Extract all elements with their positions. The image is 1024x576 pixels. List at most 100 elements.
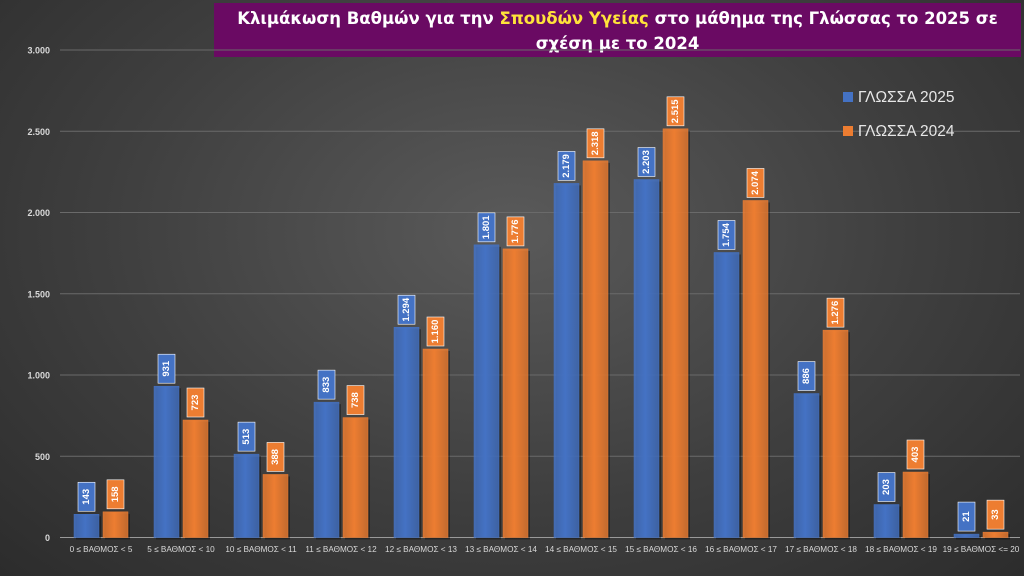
x-tick-label: 15 ≤ ΒΑΘΜΟΣ < 16 bbox=[625, 545, 697, 554]
x-tick-label: 0 ≤ ΒΑΘΜΟΣ < 5 bbox=[70, 545, 133, 554]
data-label: 886 bbox=[801, 368, 812, 384]
bar bbox=[793, 393, 820, 538]
bar bbox=[502, 248, 529, 538]
bar bbox=[393, 326, 420, 538]
data-label: 2.515 bbox=[670, 99, 681, 123]
bar bbox=[662, 128, 689, 538]
bar bbox=[873, 504, 900, 538]
data-label: 21 bbox=[961, 511, 972, 522]
data-label: 2.318 bbox=[590, 131, 601, 155]
x-tick-label: 17 ≤ ΒΑΘΜΟΣ < 18 bbox=[785, 545, 857, 554]
bar bbox=[313, 401, 340, 538]
data-label-box bbox=[186, 387, 205, 418]
bar bbox=[553, 183, 580, 538]
data-label: 2.074 bbox=[750, 170, 761, 194]
bar bbox=[982, 531, 1009, 538]
data-label-box bbox=[346, 385, 365, 415]
data-label-box bbox=[157, 353, 176, 384]
data-label: 1.801 bbox=[481, 215, 492, 239]
data-label: 513 bbox=[241, 429, 252, 445]
data-label-box bbox=[717, 220, 736, 250]
bar bbox=[342, 417, 369, 538]
data-label-box bbox=[317, 369, 336, 400]
data-label-box bbox=[557, 151, 576, 181]
y-tick-label: 2.500 bbox=[27, 127, 50, 137]
data-label: 1.160 bbox=[430, 320, 441, 344]
bar bbox=[633, 179, 660, 538]
data-label-box bbox=[877, 472, 896, 502]
x-tick-label: 16 ≤ ΒΑΘΜΟΣ < 17 bbox=[705, 545, 777, 554]
x-tick-label: 18 ≤ ΒΑΘΜΟΣ < 19 bbox=[865, 545, 937, 554]
y-tick-label: 0 bbox=[45, 533, 50, 543]
bar bbox=[262, 474, 289, 538]
data-label-box bbox=[266, 442, 285, 472]
x-tick-label: 13 ≤ ΒΑΘΜΟΣ < 14 bbox=[465, 545, 537, 554]
bar bbox=[953, 533, 980, 538]
legend-label: ΓΛΩΣΣΑ 2025 bbox=[858, 89, 955, 106]
bar bbox=[902, 471, 929, 538]
y-tick-label: 1.500 bbox=[27, 289, 50, 299]
data-label-box bbox=[906, 439, 925, 470]
data-label-box bbox=[666, 96, 685, 127]
data-label-box bbox=[826, 297, 845, 328]
title-text-after: στο μάθημα της Γλώσσας το 2025 σε σχέση … bbox=[535, 9, 998, 53]
data-label: 2.179 bbox=[561, 154, 572, 178]
data-label-box bbox=[477, 212, 496, 243]
x-tick-label: 10 ≤ ΒΑΘΜΟΣ < 11 bbox=[225, 545, 297, 554]
bar bbox=[713, 252, 740, 538]
data-label: 1.776 bbox=[510, 220, 521, 244]
data-label-box bbox=[77, 481, 96, 512]
data-label: 1.754 bbox=[721, 222, 732, 246]
data-label: 143 bbox=[81, 489, 92, 505]
y-tick-label: 500 bbox=[35, 452, 50, 462]
data-label-box bbox=[957, 501, 976, 532]
data-label-box bbox=[986, 499, 1005, 530]
bar bbox=[473, 244, 500, 538]
y-tick-label: 2.000 bbox=[27, 208, 50, 218]
x-tick-label: 5 ≤ ΒΑΘΜΟΣ < 10 bbox=[147, 545, 215, 554]
data-label-box bbox=[237, 421, 256, 452]
chart-title: Κλιμάκωση Βαθμών για την Σπουδών Υγείας … bbox=[214, 3, 1021, 57]
bar bbox=[73, 514, 100, 538]
bar bbox=[822, 329, 849, 538]
bar-shadow bbox=[956, 536, 981, 540]
data-label: 158 bbox=[110, 486, 121, 502]
y-tick-label: 3.000 bbox=[27, 46, 50, 56]
data-label-box bbox=[797, 361, 816, 391]
title-text-before: Κλιμάκωση Βαθμών για την bbox=[237, 9, 500, 28]
x-tick-label: 14 ≤ ΒΑΘΜΟΣ < 15 bbox=[545, 545, 617, 554]
bar bbox=[582, 160, 609, 538]
data-label: 1.294 bbox=[401, 297, 412, 321]
bar bbox=[153, 385, 180, 538]
title-text-highlight: Σπουδών Υγείας bbox=[499, 9, 649, 28]
bar bbox=[182, 419, 209, 538]
x-tick-label: 11 ≤ ΒΑΘΜΟΣ < 12 bbox=[305, 545, 377, 554]
legend-label: ΓΛΩΣΣΑ 2024 bbox=[858, 123, 955, 140]
x-tick-label: 19 ≤ ΒΑΘΜΟΣ <= 20 bbox=[943, 545, 1020, 554]
data-label: 1.276 bbox=[830, 301, 841, 325]
data-label-box bbox=[397, 294, 416, 325]
legend-swatch bbox=[843, 126, 853, 136]
data-label: 2.203 bbox=[641, 150, 652, 174]
data-label: 388 bbox=[270, 449, 281, 465]
data-label: 833 bbox=[321, 377, 332, 393]
data-label: 723 bbox=[190, 395, 201, 411]
bar bbox=[742, 200, 769, 538]
data-label: 33 bbox=[990, 509, 1001, 520]
bar bbox=[422, 348, 449, 538]
data-label-box bbox=[746, 168, 765, 198]
data-label-box bbox=[106, 479, 125, 510]
bar bbox=[102, 511, 129, 538]
data-label-box bbox=[637, 147, 656, 177]
bar bbox=[233, 453, 260, 538]
data-label-box bbox=[506, 216, 525, 247]
x-tick-label: 12 ≤ ΒΑΘΜΟΣ < 13 bbox=[385, 545, 457, 554]
data-label: 738 bbox=[350, 392, 361, 408]
data-label: 203 bbox=[881, 479, 892, 495]
legend-swatch bbox=[843, 92, 853, 102]
y-tick-label: 1.000 bbox=[27, 371, 50, 381]
data-label: 403 bbox=[910, 447, 921, 463]
data-label-box bbox=[426, 316, 445, 347]
